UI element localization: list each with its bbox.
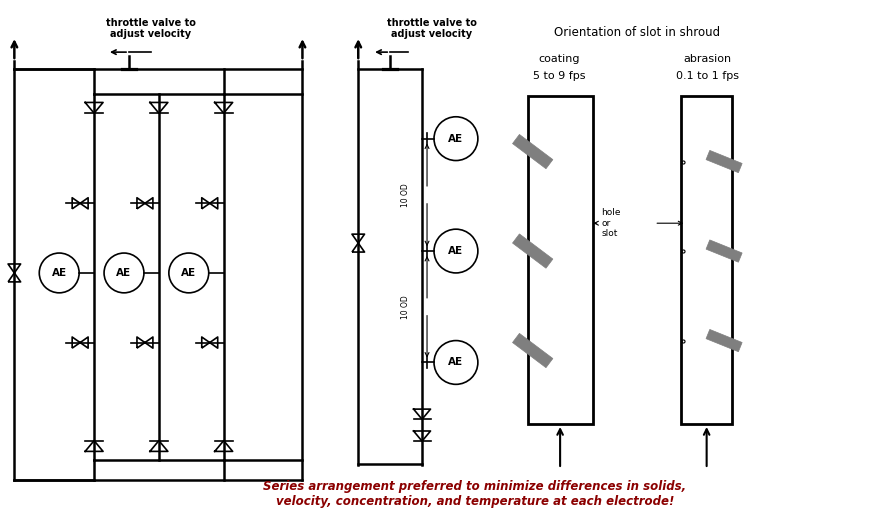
Text: coating: coating — [539, 54, 580, 64]
Text: Series arrangement preferred to minimize differences in solids,
velocity, concen: Series arrangement preferred to minimize… — [263, 480, 687, 508]
Text: hole
or
slot: hole or slot — [601, 208, 621, 238]
Polygon shape — [706, 329, 742, 351]
Text: AE: AE — [181, 268, 196, 278]
Polygon shape — [706, 151, 742, 173]
Bar — [682, 96, 732, 424]
Text: throttle valve to
adjust velocity: throttle valve to adjust velocity — [387, 18, 477, 39]
Text: AE: AE — [448, 134, 464, 144]
Polygon shape — [513, 134, 553, 169]
Polygon shape — [706, 240, 742, 262]
Text: AE: AE — [52, 268, 66, 278]
Text: Orientation of slot in shroud: Orientation of slot in shroud — [554, 26, 720, 39]
Text: 0.1 to 1 fps: 0.1 to 1 fps — [676, 71, 738, 81]
Text: AE: AE — [448, 357, 464, 368]
Text: 10 OD: 10 OD — [401, 183, 410, 207]
Bar — [528, 96, 592, 424]
Polygon shape — [513, 333, 553, 368]
Text: AE: AE — [448, 246, 464, 256]
Text: abrasion: abrasion — [683, 54, 732, 64]
Polygon shape — [513, 234, 553, 268]
Text: 5 to 9 fps: 5 to 9 fps — [534, 71, 586, 81]
Text: throttle valve to
adjust velocity: throttle valve to adjust velocity — [106, 18, 196, 39]
Text: AE: AE — [116, 268, 131, 278]
Text: 10 OD: 10 OD — [401, 295, 410, 319]
